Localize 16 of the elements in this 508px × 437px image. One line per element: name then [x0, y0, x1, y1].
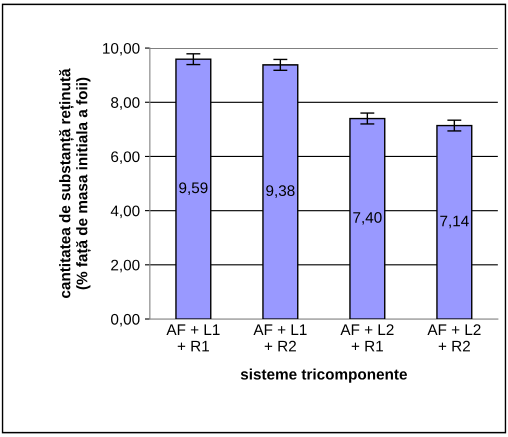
x-axis-title: sisteme tricomponente: [240, 368, 407, 383]
y-tick-label: 2,00: [111, 260, 140, 272]
x-tick-label: AF + L2 + R1: [340, 324, 394, 352]
y-tick-label: 4,00: [110, 206, 140, 218]
x-tick-label: AF + L2 + R2: [427, 324, 481, 352]
y-tick-label: 10,00: [103, 42, 140, 56]
data-label: 9,59: [179, 182, 208, 195]
y-tick-label: 6,00: [111, 151, 140, 164]
y-tick-label: 8,00: [111, 97, 140, 110]
data-label: 7,14: [440, 216, 469, 228]
y-axis-title: cantitatea de substanță reținută (% față de masa initiala a foii): [58, 68, 91, 298]
x-tick-label: AF + L1 + R2: [253, 324, 307, 352]
data-label: 7,40: [353, 212, 382, 225]
y-tick-label: 0,00: [111, 314, 140, 326]
x-tick-label: AF + L1 + R1: [166, 324, 220, 352]
data-label: 9,38: [266, 185, 295, 198]
